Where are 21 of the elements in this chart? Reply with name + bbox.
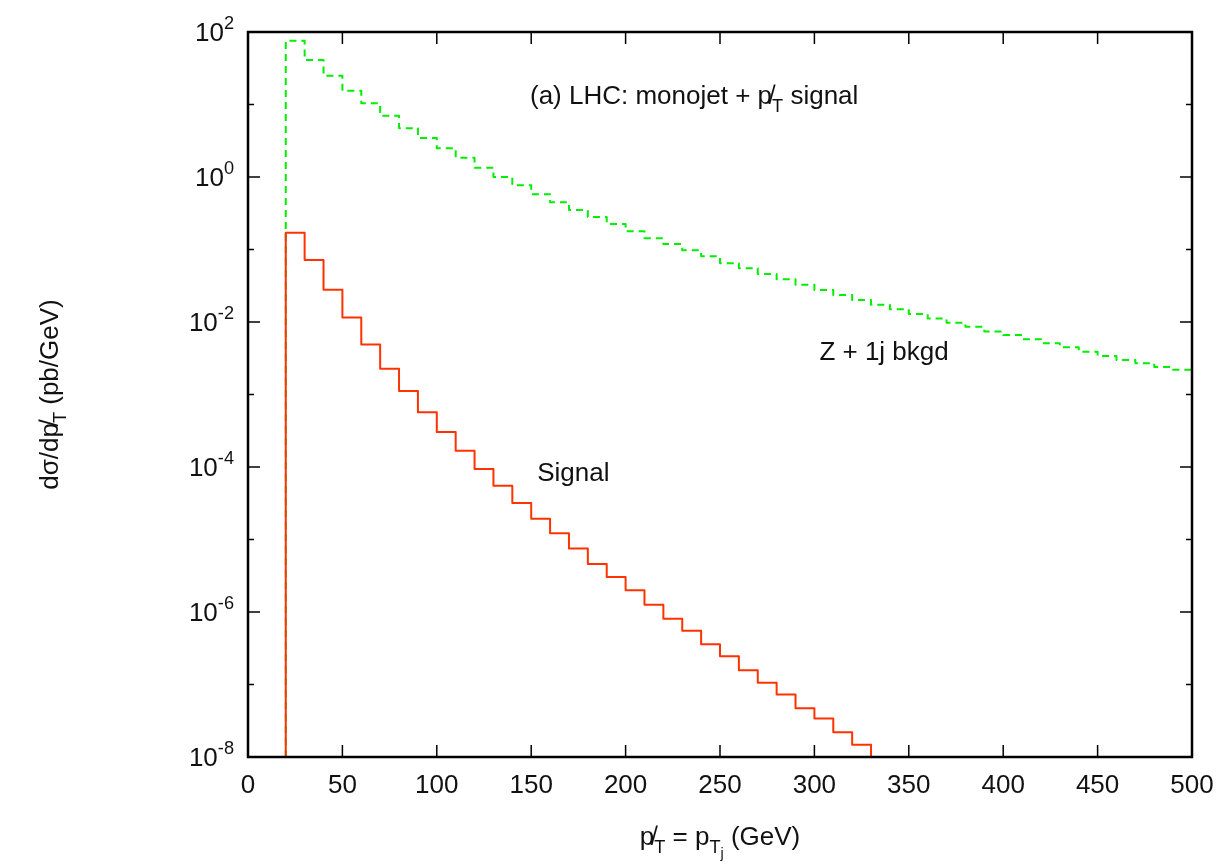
y-tick-label: 10$^{-4}$ (188, 448, 234, 482)
x-tick-label: 200 (603, 769, 648, 799)
x-tick-label: 300 (792, 769, 837, 799)
y-tick-label: 10$^{-6}$ (188, 593, 234, 627)
y-tick-label: 10$^{0}$ (194, 158, 234, 192)
x-tick-label: 400 (981, 769, 1025, 799)
x-tick-label: 450 (1075, 769, 1120, 799)
x-tick-label: 250 (698, 769, 742, 799)
y-tick-label: 10$^{-2}$ (188, 303, 234, 337)
x-tick-label: 500 (1170, 769, 1214, 799)
x-tick-label: 350 (887, 769, 931, 799)
series-label: Signal (537, 456, 610, 487)
series-label: Z + 1j bkgd (819, 336, 949, 367)
x-axis-title: p̸$_{T}$ = p$_{T}$$_{j}$ (GeV) (639, 821, 801, 862)
x-tick-label: 100 (415, 769, 459, 799)
y-tick-label: 10$^{2}$ (194, 13, 234, 47)
x-tick-label: 50 (327, 769, 357, 799)
x-tick-label: 150 (509, 769, 553, 799)
y-tick-label: 10$^{-8}$ (188, 738, 234, 772)
x-tick-label: 0 (240, 769, 256, 799)
text: (a) LHC: monojet + p̸$_{T}$ signal (530, 80, 859, 116)
